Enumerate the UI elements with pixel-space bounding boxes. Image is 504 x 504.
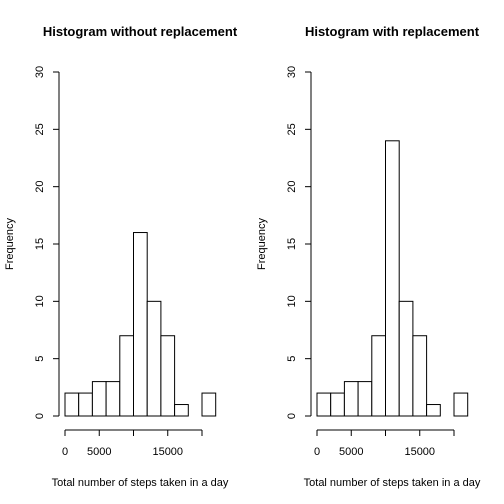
histogram-bar [385,140,400,417]
y-tick-label: 10 [34,295,46,307]
y-tick-label: 15 [286,238,298,250]
histogram-bar [160,335,176,417]
histogram-bar [316,392,332,417]
x-axis-label: Total number of steps taken in a day [52,477,229,489]
histogram-bar [146,300,162,417]
bars [64,232,217,417]
x-tick-label: 15000 [152,446,183,458]
x-axis: 0 5000 15000 [314,429,455,458]
histogram-bar [174,404,189,417]
histogram-bar [453,392,469,417]
y-axis-label: Frequency [4,218,16,270]
x-tick-label: 0 [62,446,68,458]
y-axis: 0 5 10 15 20 25 30 [286,66,312,419]
y-tick-label: 25 [34,123,46,135]
histogram-bar [201,392,217,417]
x-axis-label: Total number of steps taken in a day [304,477,481,489]
y-tick-label: 0 [286,413,298,419]
y-tick-label: 15 [34,238,46,250]
histogram-bar [78,392,93,417]
x-axis: 0 5000 15000 [62,429,203,458]
histogram-bar [357,381,373,417]
histogram-bar [398,300,414,417]
histogram-bar [64,392,80,417]
y-tick-label: 5 [286,356,298,362]
histogram-bar [426,404,441,417]
y-axis-label: Frequency [256,218,268,270]
bars [316,140,469,417]
y-tick-label: 10 [286,295,298,307]
y-tick-label: 30 [34,66,46,78]
y-axis: 0 5 10 15 20 25 30 [34,66,60,419]
histogram-panel-with-replacement: Histogram with replacement Total number … [256,24,481,489]
y-tick-label: 30 [286,66,298,78]
x-tick-label: 5000 [339,446,363,458]
histogram-bar [119,335,135,417]
histogram-bar [330,392,345,417]
chart-title: Histogram without replacement [43,24,238,39]
histogram-panel-without-replacement: Histogram without replacement Total numb… [4,24,238,489]
chart-title: Histogram with replacement [305,24,480,39]
x-tick-label: 15000 [404,446,435,458]
y-tick-label: 25 [286,123,298,135]
histogram-bar [91,381,107,417]
histogram-bar [343,381,359,417]
histogram-bar [371,335,386,417]
x-tick-label: 5000 [87,446,111,458]
histogram-bar [412,335,428,417]
y-tick-label: 20 [286,181,298,193]
y-tick-label: 20 [34,181,46,193]
x-tick-label: 0 [314,446,320,458]
histogram-bar [105,381,121,417]
y-tick-label: 5 [34,356,46,362]
histogram-bar [133,232,148,417]
y-tick-label: 0 [34,413,46,419]
